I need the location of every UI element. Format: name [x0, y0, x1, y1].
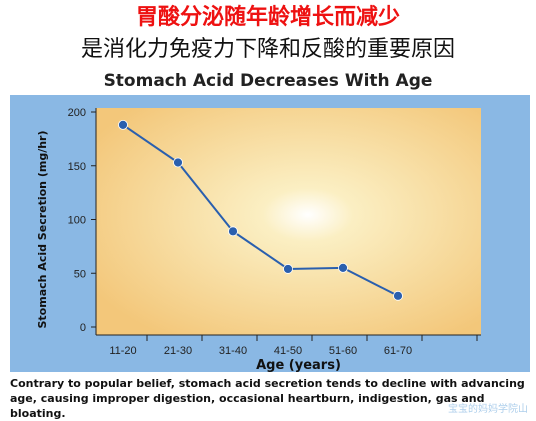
data-point: [338, 262, 348, 273]
data-point: [393, 290, 403, 301]
y-axis-title: Stomach Acid Secretion (mg/hr): [36, 130, 49, 328]
data-point: [283, 264, 293, 274]
line-chart: 0 50 100 150 200 11-20 21-30 31-40 41-50 51-60 61-…: [10, 95, 530, 373]
x-tick-label: 61-70: [384, 345, 412, 357]
y-tick-label: 50: [74, 268, 86, 280]
x-axis-title: Age (years): [256, 358, 341, 372]
data-line: [122, 124, 399, 297]
y-tick-label: 100: [68, 215, 86, 227]
data-point: [228, 226, 238, 237]
chart-panel: 0 50 100 150 200 11-20 21-30 31-40 41-50 51-60 61-…: [10, 95, 530, 373]
headline-black: 是消化力免疫力下降和反酸的重要原因: [80, 37, 455, 62]
x-tick-label: 51-60: [329, 345, 357, 357]
y-tick-label: 0: [80, 322, 86, 334]
data-point: [173, 157, 183, 168]
y-tick-label: 200: [68, 107, 86, 119]
watermark: 宝宝的妈妈学院山: [448, 404, 528, 415]
x-tick-label: 31-40: [219, 345, 247, 357]
x-tick-label: 41-50: [274, 345, 302, 357]
data-point: [118, 119, 128, 130]
chart-title: Stomach Acid Decreases With Age: [103, 71, 433, 91]
x-tick-label: 21-30: [164, 345, 192, 357]
y-tick-label: 150: [68, 161, 86, 173]
headline-red: 胃酸分泌随年龄增长而减少: [135, 5, 400, 30]
x-tick-label: 11-20: [109, 345, 136, 357]
plot-area: [96, 108, 481, 335]
chart-caption: Contrary to popular belief, stomach acid…: [10, 377, 525, 420]
